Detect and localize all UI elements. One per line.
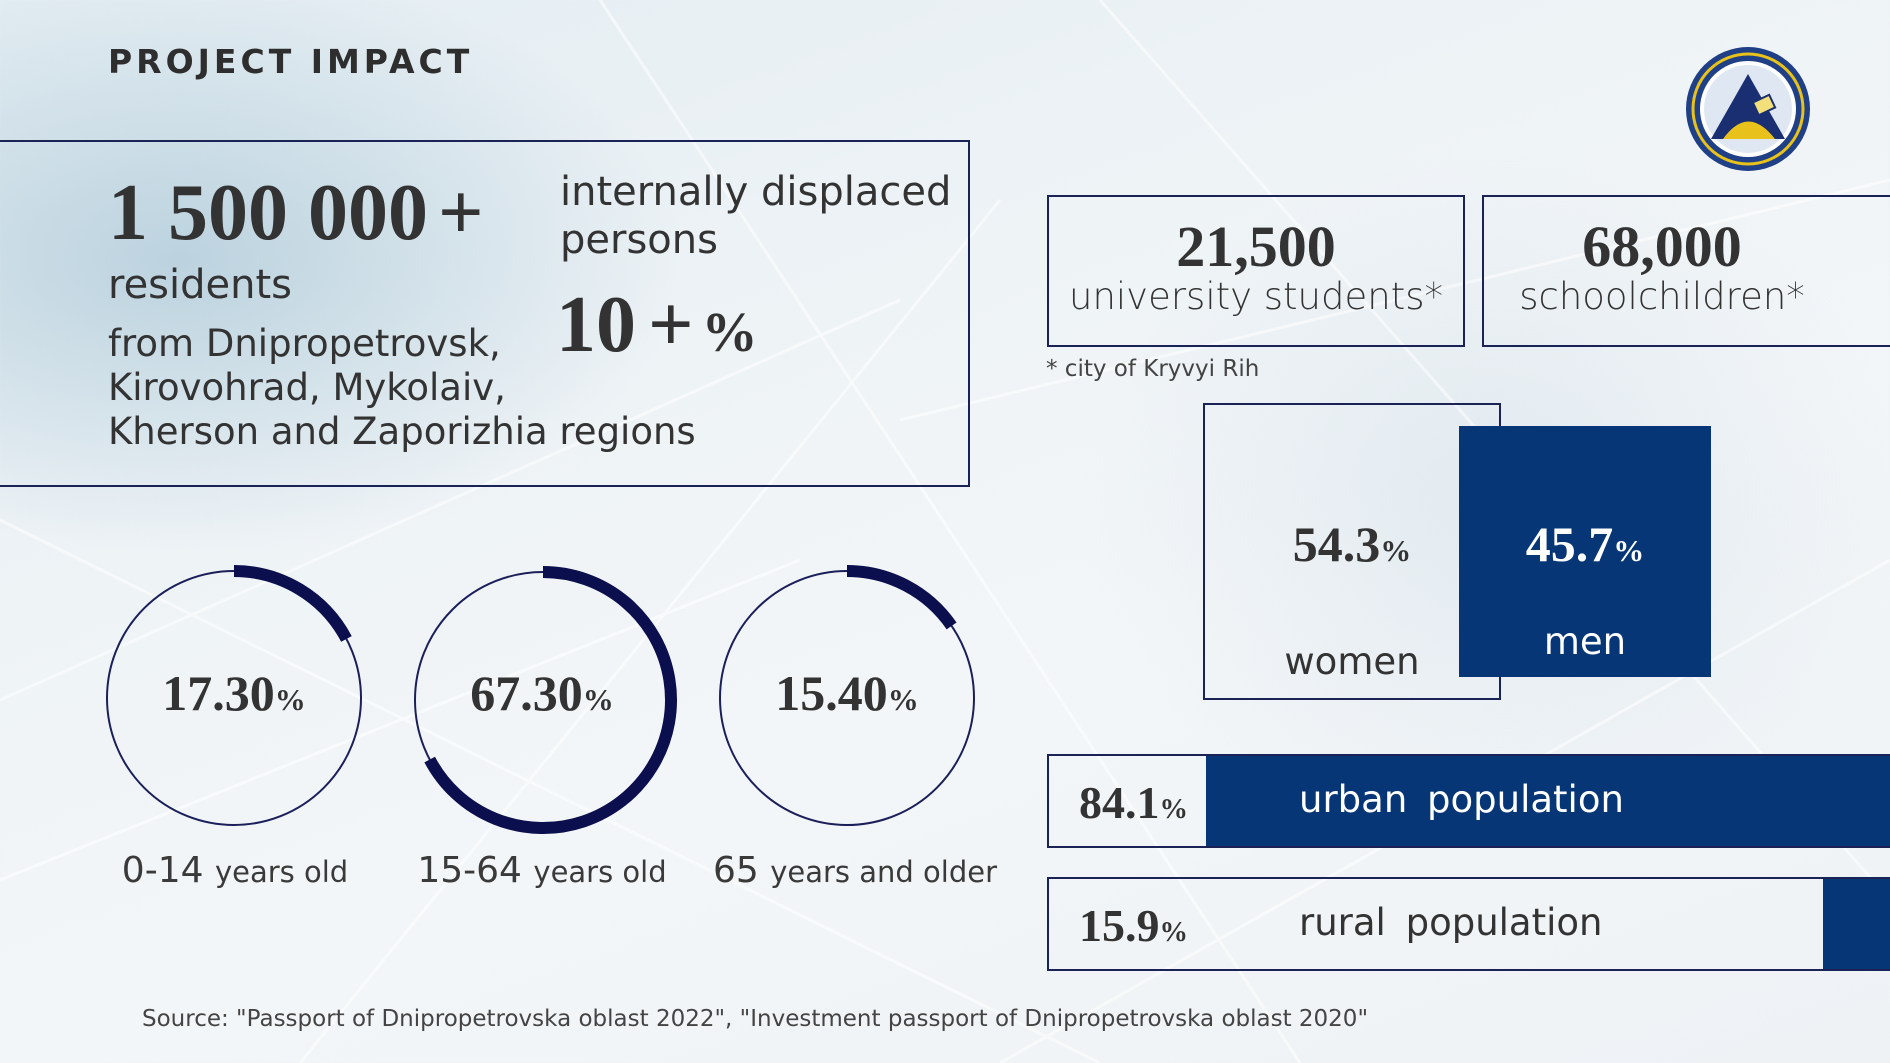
idp-number: 10	[556, 281, 636, 369]
women-label: women	[1284, 640, 1420, 683]
residents-label: residents	[108, 262, 293, 308]
age-suffix: years and older	[770, 855, 998, 889]
urban-label: urban population	[1299, 778, 1624, 821]
residents-value: 1 500 000	[108, 169, 428, 257]
age-range: 65	[712, 850, 759, 891]
idp-value: 10 +%	[556, 282, 758, 376]
age-label-1: 15-64 years old	[382, 850, 702, 891]
age-unit: %	[887, 682, 919, 717]
age-suffix: years old	[533, 855, 667, 889]
residents-panel	[0, 140, 970, 487]
age-ring-0	[106, 565, 362, 826]
rural-label: rural population	[1299, 901, 1603, 944]
rural-bar-fill	[1823, 879, 1890, 969]
union-emblem-logo	[1686, 47, 1810, 171]
men-box	[1459, 426, 1711, 677]
regions-line: Kirovohrad, Mykolaiv,	[108, 366, 506, 409]
rural-value: 15.9%	[1079, 899, 1188, 952]
rural-bar: 15.9% rural population	[1047, 877, 1890, 971]
men-label: men	[1543, 620, 1627, 663]
men-number: 45.7	[1525, 516, 1614, 572]
footnote: * city of Kryvyi Rih	[1046, 356, 1260, 382]
schoolchildren-value: 68,000	[1582, 214, 1742, 279]
idp-label: internally displaced persons	[560, 168, 951, 264]
age-ring-2	[719, 565, 975, 826]
rural-number: 15.9	[1079, 900, 1160, 951]
ring-arc	[424, 566, 677, 834]
age-ring-1	[414, 566, 677, 834]
ring-arc	[846, 565, 957, 630]
students-value: 21,500	[1176, 214, 1336, 279]
urban-unit: %	[1159, 794, 1189, 825]
age-value-1: 67.30%	[412, 664, 672, 722]
men-value: 45.7%	[1459, 515, 1711, 573]
ring-arc	[233, 565, 352, 642]
residents-plus: +	[438, 169, 484, 257]
age-number: 67.30	[470, 665, 583, 721]
idp-label-line: persons	[560, 217, 718, 263]
women-unit: %	[1380, 533, 1412, 568]
age-range: 0-14	[121, 850, 204, 891]
idp-label-line: internally displaced	[560, 169, 952, 215]
page-title: PROJECT IMPACT	[108, 42, 474, 81]
women-number: 54.3	[1292, 516, 1381, 572]
women-value: 54.3%	[1203, 515, 1501, 573]
age-value-2: 15.40%	[717, 664, 977, 722]
age-unit: %	[274, 682, 306, 717]
age-suffix: years old	[214, 855, 349, 889]
regions-line: from Dnipropetrovsk,	[108, 322, 501, 365]
residents-regions: from Dnipropetrovsk, Kirovohrad, Mykolai…	[108, 322, 696, 454]
age-value-0: 17.30%	[104, 664, 364, 722]
age-label-0: 0-14 years old	[75, 850, 395, 891]
students-box: 21,500 university students*	[1047, 195, 1465, 347]
urban-value: 84.1%	[1079, 776, 1188, 829]
idp-unit: %	[701, 302, 758, 364]
age-number: 17.30	[162, 665, 275, 721]
urban-number: 84.1	[1079, 777, 1160, 828]
schoolchildren-label: schoolchildren*	[1519, 275, 1805, 318]
age-unit: %	[582, 682, 614, 717]
age-number: 15.40	[775, 665, 888, 721]
source-note: Source: "Passport of Dnipropetrovska obl…	[142, 1006, 1369, 1032]
rural-unit: %	[1159, 917, 1189, 948]
schoolchildren-box: 68,000 schoolchildren*	[1482, 195, 1890, 347]
residents-number: 1 500 000 +	[108, 170, 484, 256]
age-label-2: 65 years and older	[690, 850, 1020, 891]
regions-line: Kherson and Zaporizhia regions	[108, 410, 696, 453]
urban-bar: 84.1% urban population	[1047, 754, 1890, 848]
idp-plus: +	[648, 281, 694, 369]
age-range: 15-64	[417, 850, 522, 891]
men-unit: %	[1613, 533, 1645, 568]
students-label: university students*	[1069, 275, 1443, 318]
urban-bar-fill	[1206, 756, 1890, 846]
